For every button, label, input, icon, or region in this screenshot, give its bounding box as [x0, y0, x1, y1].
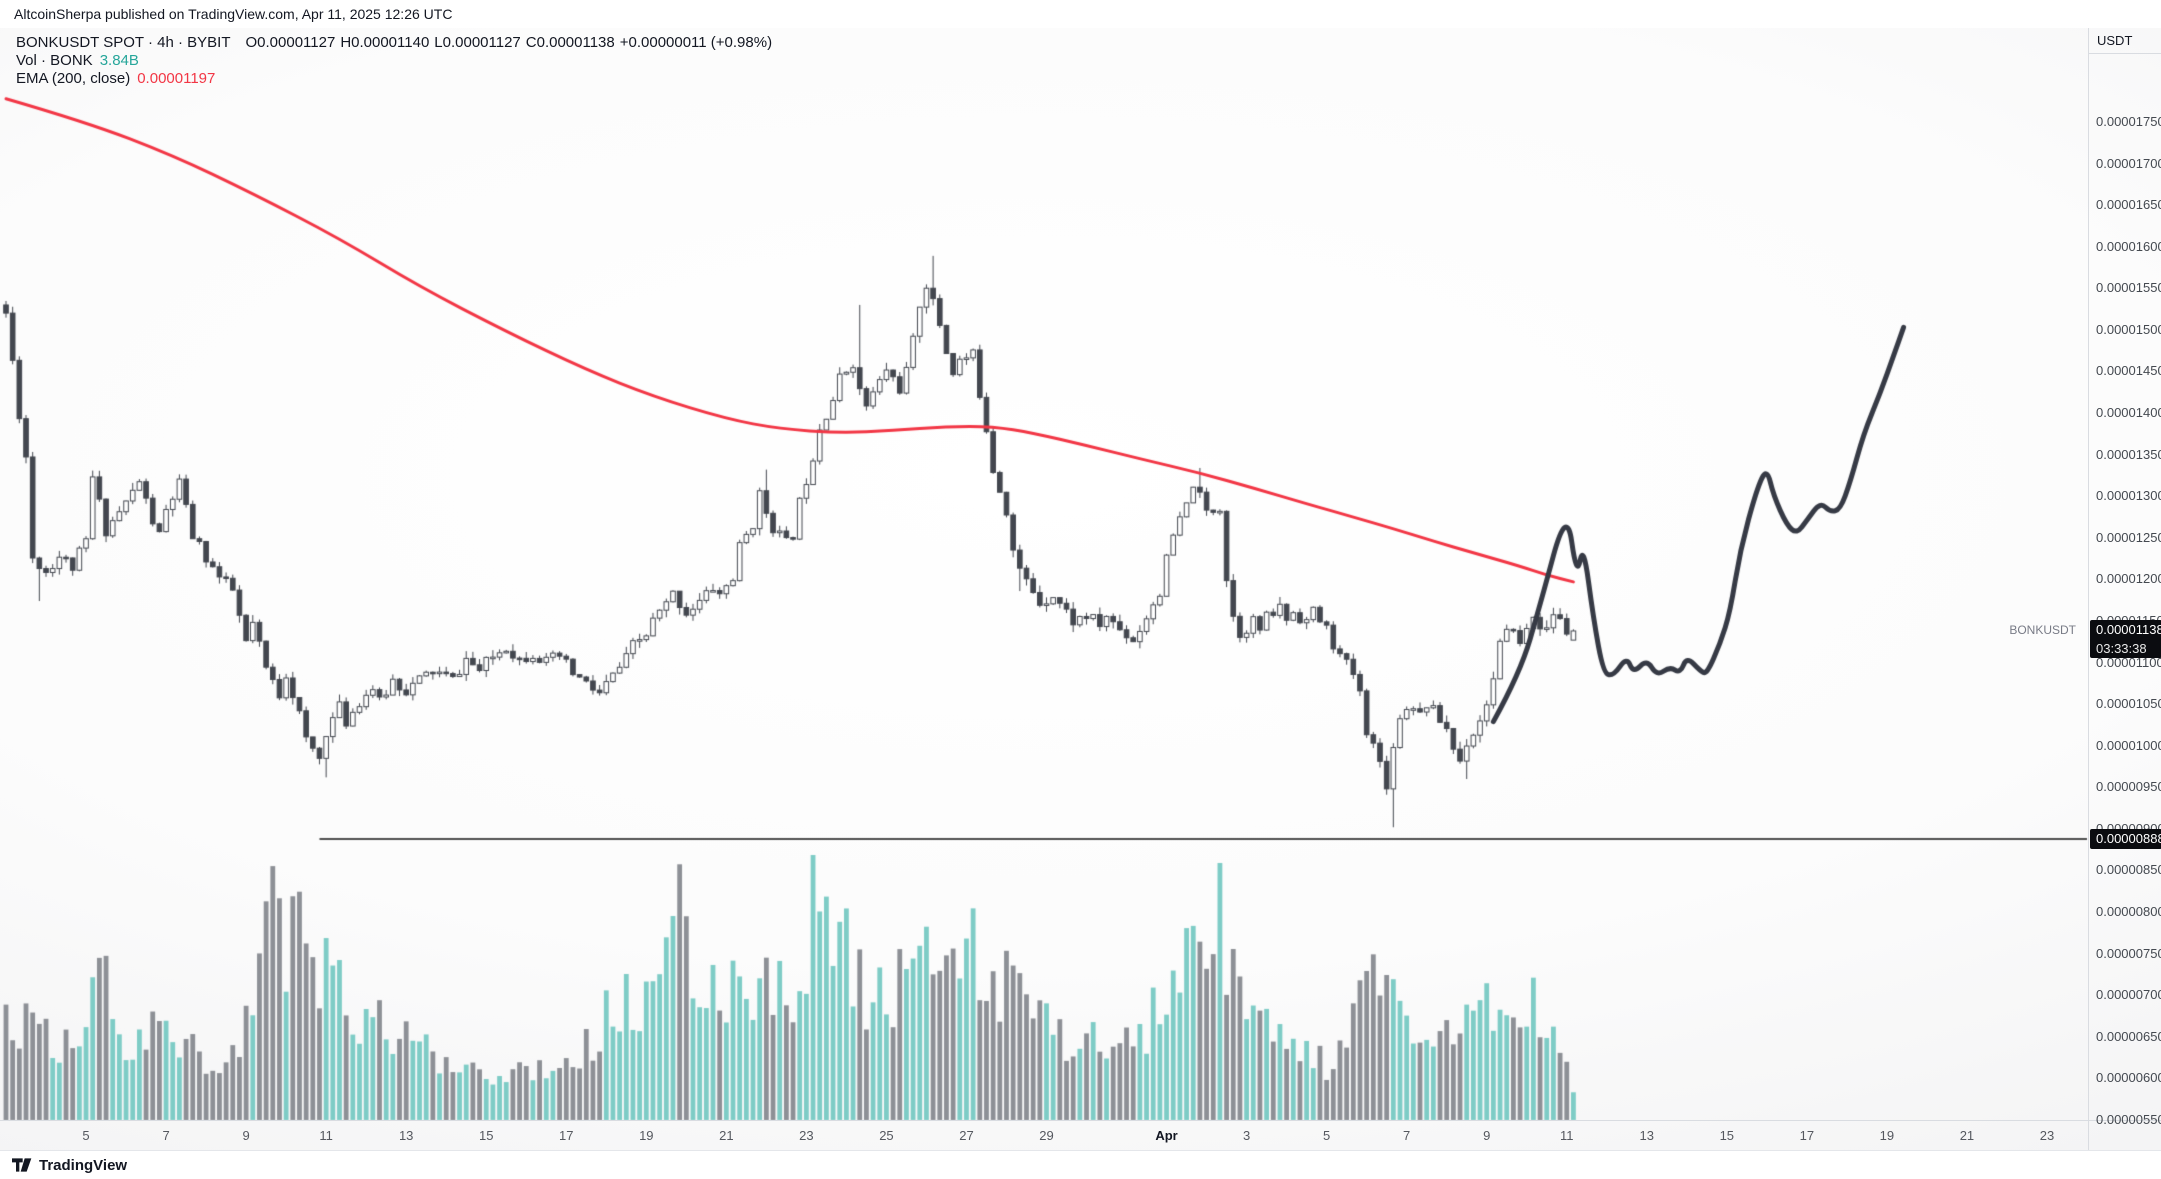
- time-tick-label: 9: [242, 1128, 250, 1143]
- price-tick-label: 0.00001400: [2096, 405, 2161, 421]
- legend-ema-row[interactable]: EMA (200, close) 0.00001197: [16, 70, 772, 88]
- time-tick-label: 27: [959, 1128, 974, 1143]
- price-tick-label: 0.00001300: [2096, 488, 2161, 504]
- time-tick-label: Apr: [1155, 1128, 1178, 1143]
- price-tick-label: 0.00001600: [2096, 238, 2161, 254]
- price-tick-label: 0.00000650: [2096, 1028, 2161, 1044]
- ohlc-low: L0.00001127: [434, 34, 521, 51]
- time-tick-label: 9: [1483, 1128, 1491, 1143]
- current-price-badge: 0.00001138 03:33:38: [2090, 619, 2161, 658]
- current-price-value: 0.00001138: [2096, 621, 2161, 637]
- volume-value: 3.84B: [99, 52, 139, 69]
- time-tick-label: 15: [1719, 1128, 1735, 1143]
- time-tick-label: 7: [1403, 1128, 1411, 1143]
- legend-symbol-row[interactable]: BONKUSDT SPOT · 4h · BYBIT O0.00001127 H0.…: [16, 34, 772, 52]
- price-tick-label: 0.00000600: [2096, 1070, 2161, 1086]
- time-tick-label: 17: [1799, 1128, 1815, 1143]
- ema-label: EMA (200, close): [16, 70, 131, 87]
- time-tick-label: 25: [879, 1128, 894, 1143]
- time-tick-label: 11: [319, 1128, 333, 1143]
- time-tick-label: 7: [162, 1128, 170, 1143]
- price-tick-label: 0.00001050: [2096, 696, 2161, 712]
- symbol-title: BONKUSDT SPOT · 4h · BYBIT: [16, 34, 231, 51]
- price-tick-label: 0.00000550: [2096, 1112, 2161, 1127]
- ohlc-high: H0.00001140: [340, 34, 430, 51]
- legend-volume-row[interactable]: Vol · BONK 3.84B: [16, 52, 772, 70]
- price-chart-canvas[interactable]: [0, 28, 2161, 1150]
- time-tick-label: 13: [1639, 1128, 1655, 1143]
- price-change: +0.00000011 (+0.98%): [619, 34, 773, 51]
- tradingview-logo[interactable]: TradingView: [12, 1157, 127, 1174]
- time-tick-label: 21: [1959, 1128, 1975, 1143]
- time-tick-label: 19: [639, 1128, 654, 1143]
- tradingview-logo-icon: [12, 1158, 32, 1172]
- ohlc-close: C0.00001138: [525, 34, 615, 51]
- time-tick-label: 21: [719, 1128, 734, 1143]
- time-tick-label: 23: [799, 1128, 814, 1143]
- ema-value: 0.00001197: [137, 70, 216, 87]
- time-tick-label: 17: [559, 1128, 574, 1143]
- price-tick-label: 0.00001200: [2096, 571, 2161, 587]
- price-tick-label: 0.00001750: [2096, 113, 2161, 129]
- time-tick-label: 5: [82, 1128, 90, 1143]
- time-tick-label: 3: [1242, 1128, 1251, 1143]
- tradingview-brand: TradingView: [39, 1156, 128, 1174]
- time-tick-label: 15: [478, 1128, 494, 1143]
- ohlc-open: O0.00001127: [245, 34, 336, 51]
- chart-legend: BONKUSDT SPOT · 4h · BYBIT O0.00001127 H0.…: [16, 34, 772, 88]
- price-tick-label: 0.00001450: [2096, 363, 2161, 379]
- price-tick-label: 0.00001100: [2096, 654, 2161, 670]
- volume-label: Vol · BONK: [16, 52, 93, 69]
- price-tick-label: 0.00000700: [2096, 987, 2161, 1003]
- price-tick-label: 0.00001550: [2096, 280, 2161, 296]
- bar-close-countdown: 03:33:38: [2096, 640, 2147, 656]
- chart-area[interactable]: BONKUSDT SPOT · 4h · BYBIT O0.00001127 H0.…: [0, 28, 2161, 1150]
- publisher-bar: AltcoinSherpa published on TradingView.c…: [0, 0, 2161, 28]
- price-tick-label: 0.00000800: [2096, 904, 2161, 920]
- time-tick-label: 23: [2039, 1128, 2055, 1143]
- price-tick-label: 0.00001700: [2096, 155, 2161, 171]
- price-tick-label: 0.00001650: [2096, 197, 2161, 213]
- price-axis-unit: USDT: [2089, 28, 2161, 54]
- time-tick-label: 13: [398, 1128, 414, 1143]
- price-tick-label: 0.00001000: [2096, 737, 2161, 753]
- price-tick-label: 0.00000850: [2096, 862, 2161, 878]
- publisher-text: AltcoinSherpa published on TradingView.c…: [14, 6, 453, 22]
- series-price-label: BONKUSDT: [2009, 622, 2076, 637]
- price-tick-label: 0.00001500: [2096, 321, 2161, 337]
- time-axis[interactable]: 5 7 9 11 13 15 17 19 21 23 25 27 29 Apr 3 5 7 9 11 13 15 17 19…: [0, 1120, 2161, 1150]
- footer-bar: TradingView: [0, 1150, 2161, 1179]
- price-axis[interactable]: USDT 0.00001750 0.00001700 0.00001650 0.000…: [2088, 28, 2161, 1150]
- price-tick-label: 0.00000950: [2096, 779, 2161, 795]
- time-tick-label: 29: [1039, 1128, 1054, 1143]
- time-tick-label: 5: [1323, 1128, 1331, 1143]
- time-tick-label: 19: [1879, 1128, 1895, 1143]
- support-price-badge: 0.00000888: [2090, 828, 2161, 849]
- price-tick-label: 0.00001350: [2096, 446, 2161, 462]
- price-tick-label: 0.00001250: [2096, 529, 2161, 545]
- price-tick-label: 0.00000750: [2096, 945, 2161, 961]
- time-tick-label: 11: [1560, 1128, 1574, 1143]
